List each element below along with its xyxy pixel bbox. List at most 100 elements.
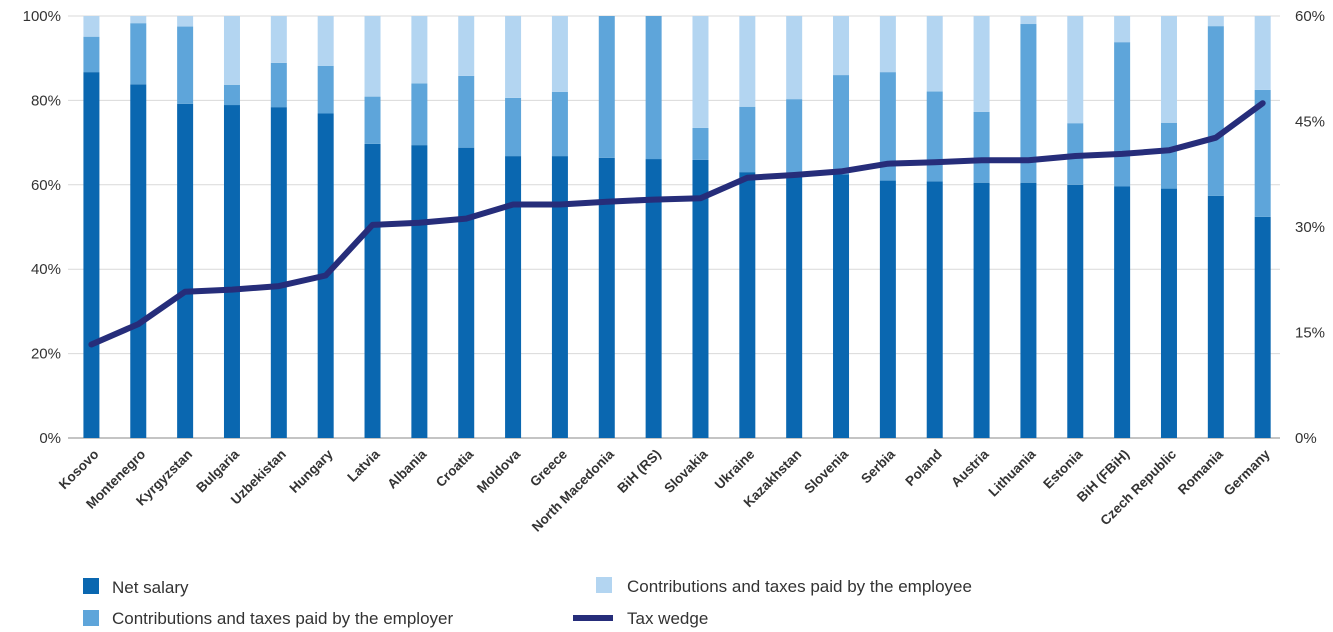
bar-net-salary (130, 84, 147, 438)
bar-contributions-and-taxes-paid-by-the-employer (598, 16, 615, 158)
bar-net-salary (1254, 216, 1271, 438)
tax-wedge-point (1121, 153, 1123, 155)
tax-wedge-point (325, 275, 327, 277)
right-axis-tick-label: 15% (1295, 325, 1325, 342)
bar-contributions-and-taxes-paid-by-the-employee (692, 16, 709, 128)
bar-stack (177, 16, 194, 438)
bar-contributions-and-taxes-paid-by-the-employer (926, 91, 943, 182)
bar-net-salary (551, 156, 568, 438)
bar-contributions-and-taxes-paid-by-the-employee (1160, 16, 1177, 123)
left-axis: 0% 20% 40% 60% 80% 100% (23, 8, 61, 447)
legend-swatch-employee (596, 577, 612, 593)
bar-stack (270, 16, 287, 438)
bar-contributions-and-taxes-paid-by-the-employer (177, 26, 194, 104)
bar-net-salary (364, 143, 381, 438)
category-label: BiH (RS) (614, 447, 663, 496)
legend-item-employee: Contributions and taxes paid by the empl… (596, 577, 972, 596)
bar-contributions-and-taxes-paid-by-the-employer (879, 72, 896, 181)
tax-wedge-point (278, 285, 280, 287)
bar-contributions-and-taxes-paid-by-the-employer (270, 62, 287, 108)
bar-stack (364, 16, 381, 438)
bar-contributions-and-taxes-paid-by-the-employer (786, 99, 803, 173)
tax-wedge-point (372, 224, 374, 226)
bar-stack (551, 16, 568, 438)
bar-net-salary (1020, 182, 1037, 438)
bar-contributions-and-taxes-paid-by-the-employee (1207, 16, 1224, 27)
bar-contributions-and-taxes-paid-by-the-employee (551, 16, 568, 92)
category-label: Romania (1175, 446, 1226, 497)
tax-wedge-point (606, 201, 608, 203)
tax-wedge-point (559, 203, 561, 205)
bar-net-salary (223, 105, 240, 439)
tax-wedge-point (981, 159, 983, 161)
bar-stack (505, 16, 522, 438)
bar-net-salary (270, 107, 287, 438)
bar-stack (879, 16, 896, 438)
bars (83, 16, 1271, 439)
tax-wedge-point (1168, 149, 1170, 151)
bar-stack (130, 16, 147, 438)
tax-wedge-line (88, 100, 1266, 348)
gridlines (68, 15, 1280, 439)
category-label: Greece (527, 446, 570, 489)
category-label: Ukraine (712, 446, 758, 492)
legend-swatch-net-salary (83, 578, 99, 594)
category-label: Austria (948, 446, 992, 490)
category-label: Kosovo (56, 447, 102, 493)
category-label: Latvia (344, 446, 383, 485)
bar-stack (1207, 16, 1224, 438)
category-label: Bulgaria (193, 446, 242, 495)
bar-stack (458, 16, 475, 438)
bar-stack (317, 16, 334, 439)
category-axis: KosovoMontenegroKyrgyzstanBulgariaUzbeki… (56, 446, 1273, 534)
bar-contributions-and-taxes-paid-by-the-employee (130, 16, 147, 24)
bar-stack (645, 16, 662, 439)
right-axis-tick-label: 0% (1295, 430, 1317, 447)
bar-contributions-and-taxes-paid-by-the-employee (458, 16, 475, 76)
bar-net-salary (177, 103, 194, 438)
bar-contributions-and-taxes-paid-by-the-employee (786, 16, 803, 100)
tax-wedge-point (137, 323, 139, 325)
bar-contributions-and-taxes-paid-by-the-employee (505, 16, 522, 98)
bar-stack (1160, 16, 1177, 438)
bar-stack (833, 16, 850, 438)
bar-contributions-and-taxes-paid-by-the-employee (1114, 16, 1131, 43)
bar-contributions-and-taxes-paid-by-the-employer (83, 36, 100, 73)
legend-swatch-employer (83, 610, 99, 626)
tax-wedge-point (418, 222, 420, 224)
legend: Net salary Contributions and taxes paid … (83, 577, 972, 628)
legend-label-employee: Contributions and taxes paid by the empl… (627, 577, 972, 596)
category-label: Albania (384, 446, 429, 491)
tax-wedge-point (653, 199, 655, 201)
bar-net-salary (786, 172, 803, 438)
bar-contributions-and-taxes-paid-by-the-employer (1160, 122, 1177, 189)
left-axis-tick-label: 80% (31, 92, 61, 109)
category-label: Serbia (858, 446, 898, 486)
tax-wedge-point (746, 177, 748, 179)
bar-stack (223, 16, 240, 439)
bar-stack (1020, 16, 1037, 438)
bar-net-salary (973, 182, 990, 438)
bar-contributions-and-taxes-paid-by-the-employer (130, 23, 147, 85)
bar-contributions-and-taxes-paid-by-the-employer (973, 111, 990, 183)
right-axis-tick-label: 45% (1295, 114, 1325, 131)
bar-contributions-and-taxes-paid-by-the-employer (223, 84, 240, 106)
left-axis-tick-label: 0% (39, 430, 61, 447)
tax-wedge-point (934, 161, 936, 163)
tax-wedge-point (887, 163, 889, 165)
right-axis-tick-label: 30% (1295, 219, 1325, 236)
tax-wedge-point (465, 218, 467, 220)
bar-contributions-and-taxes-paid-by-the-employer (1254, 89, 1271, 217)
bar-contributions-and-taxes-paid-by-the-employee (411, 16, 428, 84)
bar-contributions-and-taxes-paid-by-the-employer (739, 106, 756, 173)
legend-item-employer: Contributions and taxes paid by the empl… (83, 609, 453, 628)
tax-wedge-line-group (88, 100, 1266, 348)
bar-stack (692, 16, 709, 439)
bar-contributions-and-taxes-paid-by-the-employee (833, 16, 850, 76)
bar-net-salary (1067, 184, 1084, 438)
bar-net-salary (458, 147, 475, 438)
bar-stack (926, 16, 943, 438)
bar-stack (1067, 16, 1084, 438)
bar-net-salary (1207, 195, 1224, 438)
